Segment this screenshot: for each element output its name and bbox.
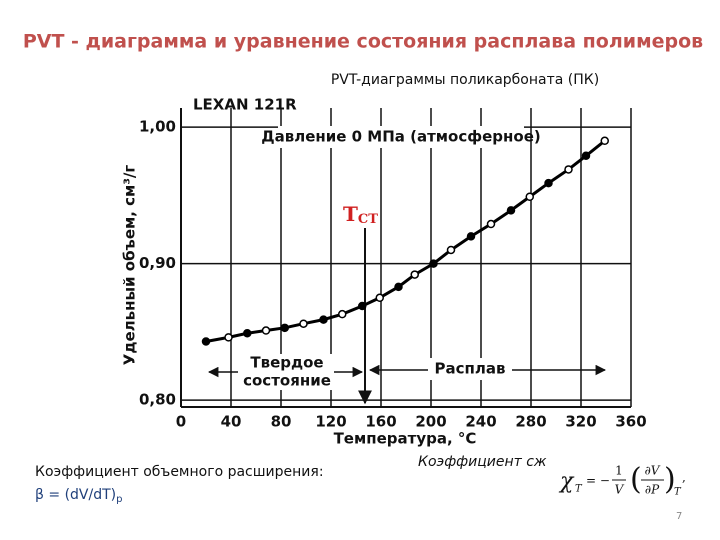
marker [338,309,347,319]
chi: χ [558,469,575,494]
pressure: Давление 0 МПа (атмосферное) [261,128,541,146]
marker [319,315,328,324]
comma: , [682,471,686,485]
d-den: ∂P [645,483,660,497]
x-tick-label: 80 [271,413,292,431]
marker [564,165,573,174]
solid-label: Твердое [250,354,323,372]
page-number: 7 [676,511,682,522]
x-tick-label: 240 [465,413,496,431]
formula: χ T = − 1 V ( ∂V ∂P ) T , [558,462,686,498]
x-tick-label: 360 [615,413,646,431]
y-tick-label: 0,90 [139,254,176,272]
tg: ТСТ [343,202,378,227]
y-tick-label: 1,00 [139,118,176,136]
x-tick-label: 200 [415,413,446,431]
x-axis-label: Температура, °С [334,430,477,448]
marker [261,326,271,335]
x-tick-label: 120 [315,413,346,431]
label-box [238,354,334,390]
marker [525,192,534,201]
y-axis-label: Удельный объем, см³/г [121,165,139,366]
x-tick-label: 0 [176,413,186,431]
beta-sub: p [116,494,122,505]
marker [299,319,308,328]
x-tick-label: 40 [221,413,242,431]
subtitle: PVT-диаграммы поликарбоната (ПК) [331,72,599,88]
melt-label: Расплав [435,360,506,378]
marker [429,259,438,268]
marker [394,282,403,292]
den: V [615,483,625,497]
x-tick-label: 320 [565,413,596,431]
marker [375,293,384,303]
x-tick-label: 160 [365,413,396,431]
eq: = − [586,474,610,488]
tg-sub: СТ [358,212,378,227]
marker [243,329,252,338]
compress-label: Коэффициент сж [418,454,547,470]
chi-sub: T [575,484,583,495]
solid-label: состояние [243,372,331,390]
beta: β = (dV/dT)p [35,487,122,505]
marker [466,232,476,241]
paren: ) [664,462,676,497]
label-box [278,126,524,148]
d-num: ∂V [645,464,661,478]
chart: LEXAN 121R Давление 0 МПа (атмосферное) … [121,96,647,448]
marker [224,333,233,342]
marker [358,301,367,311]
marker [446,245,456,255]
marker [486,219,496,229]
label-box [428,358,512,380]
material: LEXAN 121R [193,96,297,114]
expansion-label: Коэффициент объемного расширения: [35,464,324,480]
x-tick-label: 280 [515,413,546,431]
beta-text: β = (dV/dT) [35,487,116,503]
y-tick-label: 0,80 [139,391,176,409]
series-line [205,139,606,343]
marker [506,206,516,215]
sub: T [674,487,682,498]
tg-t: Т [343,202,358,226]
marker [600,136,609,146]
marker [544,178,553,188]
marker [280,323,289,333]
marker [581,151,591,161]
paren: ( [630,462,642,497]
num: 1 [615,464,623,478]
marker [201,337,211,346]
marker [410,270,419,279]
slide-title: PVT - диаграмма и уравнение состояния ра… [23,31,703,53]
